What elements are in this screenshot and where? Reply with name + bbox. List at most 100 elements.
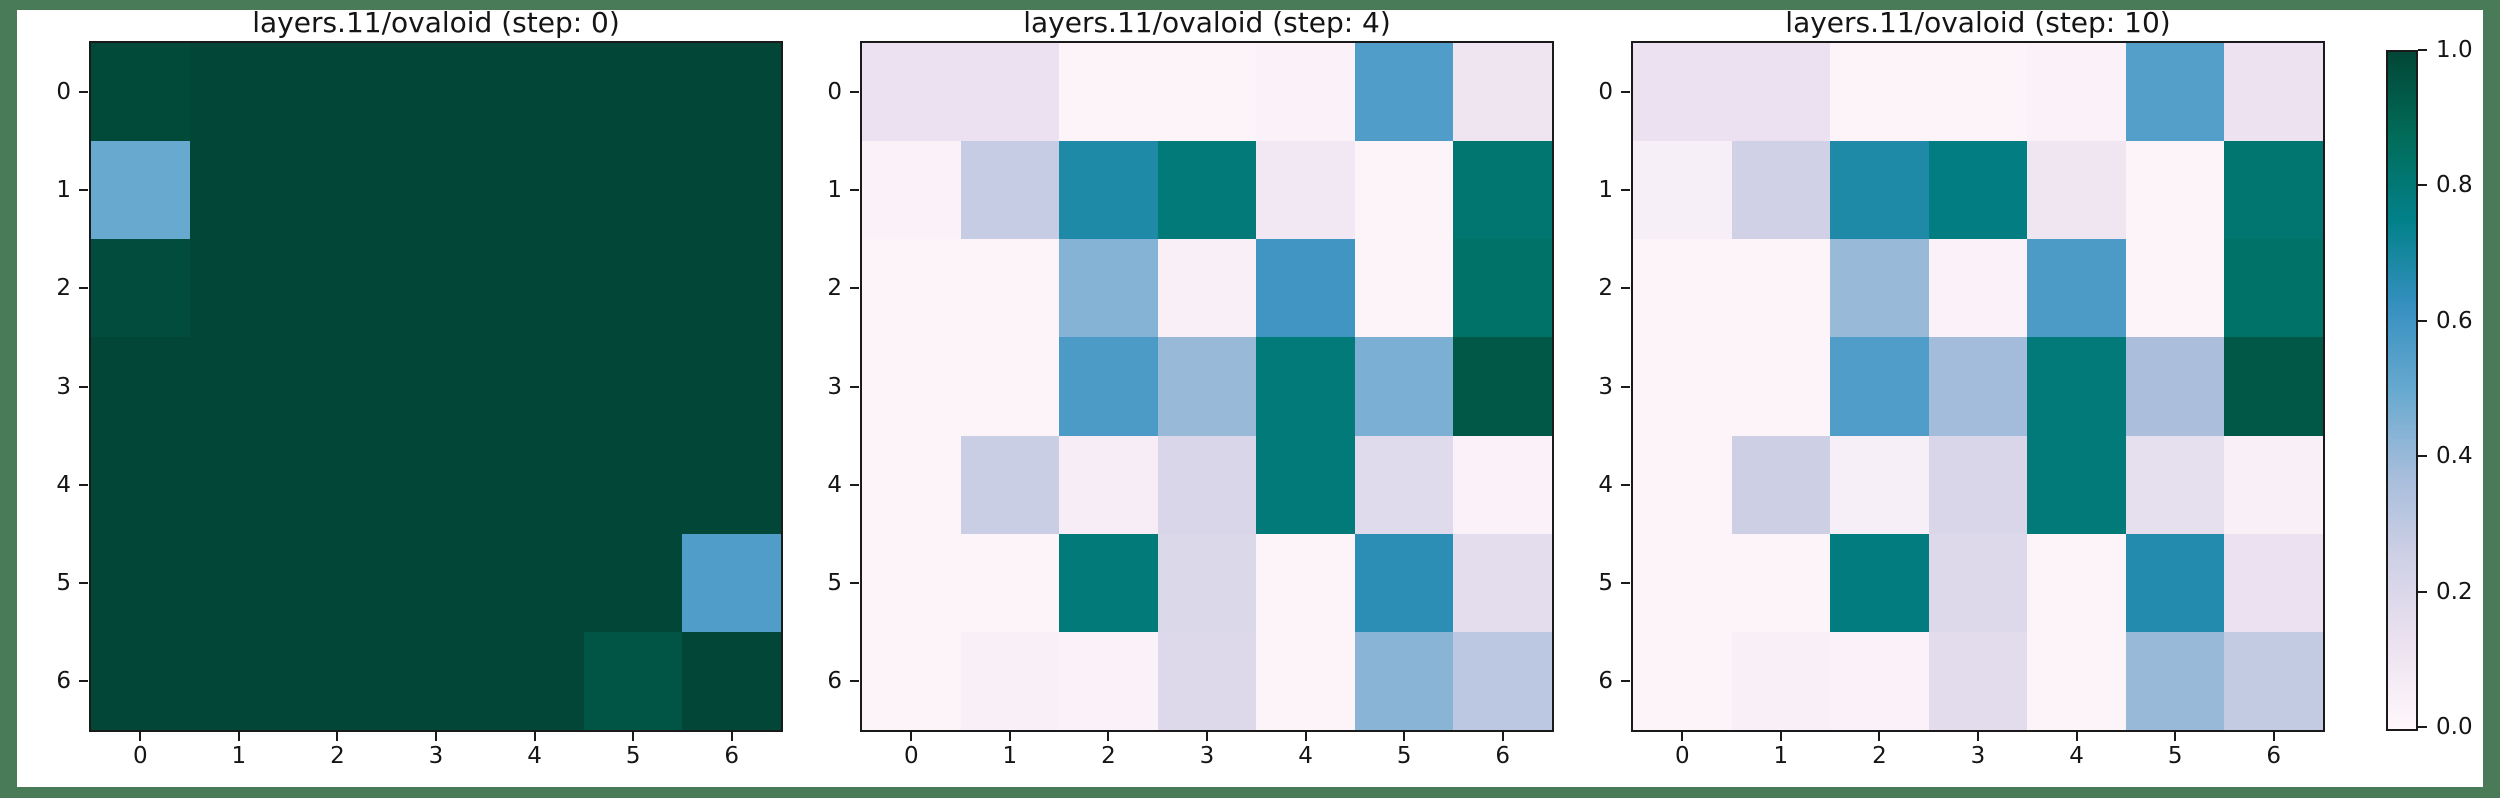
heatmap-cell bbox=[1633, 141, 1732, 240]
heatmap-cell bbox=[485, 239, 584, 338]
heatmap-cell bbox=[1059, 239, 1158, 338]
heatmap-cell bbox=[583, 337, 683, 436]
y-tick-mark bbox=[1621, 679, 1630, 682]
heatmap-cell bbox=[960, 435, 1060, 534]
heatmap-cell bbox=[1157, 631, 1257, 730]
heatmap-cell bbox=[682, 43, 781, 142]
heatmap-cell bbox=[862, 337, 961, 436]
heatmap-cell bbox=[1354, 533, 1454, 632]
heatmap-cell bbox=[91, 435, 190, 534]
heatmap-cell bbox=[91, 631, 190, 730]
y-tick-mark bbox=[1621, 385, 1630, 388]
x-tick-label: 0 bbox=[1674, 743, 1690, 769]
y-tick-label: 3 bbox=[1598, 373, 1613, 400]
heatmap-cell bbox=[1059, 435, 1158, 534]
y-tick-label: 5 bbox=[1598, 569, 1613, 596]
y-tick-label: 4 bbox=[827, 471, 842, 498]
heatmap-cell bbox=[583, 141, 683, 240]
heatmap-cell bbox=[189, 533, 289, 632]
x-tick-label: 4 bbox=[527, 743, 542, 769]
heatmap-cell bbox=[485, 631, 584, 730]
y-tick-mark bbox=[850, 581, 859, 584]
x-tick-label: 5 bbox=[1396, 743, 1412, 769]
heatmap-cell bbox=[1830, 43, 1929, 142]
y-tick-label: 3 bbox=[56, 373, 71, 400]
y-tick-mark bbox=[1621, 287, 1630, 290]
heatmap-cell bbox=[1731, 337, 1831, 436]
heatmap-cell bbox=[386, 239, 486, 338]
y-tick-mark bbox=[79, 287, 88, 290]
heatmap-cell bbox=[1731, 435, 1831, 534]
heatmap-cell bbox=[1256, 337, 1355, 436]
y-tick-label: 2 bbox=[1598, 275, 1613, 302]
x-tick-label: 3 bbox=[428, 743, 444, 769]
heatmap-cell bbox=[2125, 141, 2225, 240]
heatmap-cell bbox=[386, 141, 486, 240]
heatmap-cell bbox=[2125, 435, 2225, 534]
heatmap-cell bbox=[189, 337, 289, 436]
heatmap-cell bbox=[583, 533, 683, 632]
heatmap-cell bbox=[1731, 141, 1831, 240]
colorbar-tick-label: 0.8 bbox=[2436, 172, 2473, 199]
heatmap-cell bbox=[91, 337, 190, 436]
colorbar-tick-label: 0.4 bbox=[2436, 443, 2473, 470]
y-tick-label: 6 bbox=[1598, 667, 1613, 694]
heatmap-cell bbox=[1059, 337, 1158, 436]
heatmap-cell bbox=[960, 141, 1060, 240]
heatmap-cell bbox=[1830, 533, 1929, 632]
panel-title-step-10: layers.11/ovaloid (step: 10) bbox=[1785, 6, 2171, 39]
y-tick-label: 1 bbox=[56, 177, 71, 204]
heatmap-cell bbox=[1633, 239, 1732, 338]
heatmap-cell bbox=[1928, 631, 2028, 730]
heatmap-cell bbox=[1731, 631, 1831, 730]
heatmap-cell bbox=[189, 435, 289, 534]
heatmap-cell bbox=[288, 631, 387, 730]
heatmap-cell bbox=[960, 631, 1060, 730]
y-tick-label: 3 bbox=[827, 373, 842, 400]
x-tick-label: 3 bbox=[1199, 743, 1215, 769]
x-tick-label: 3 bbox=[1970, 743, 1986, 769]
heatmap-cell bbox=[2224, 631, 2323, 730]
heatmap-cell bbox=[91, 141, 190, 240]
x-tick-label: 6 bbox=[724, 743, 740, 769]
heatmap-cell bbox=[2224, 533, 2323, 632]
heatmap-cell bbox=[1354, 43, 1454, 142]
heatmap-step-0 bbox=[89, 41, 783, 732]
colorbar-tick-mark bbox=[2418, 726, 2427, 728]
heatmap-cell bbox=[1453, 43, 1552, 142]
heatmap-cell bbox=[2224, 435, 2323, 534]
heatmap-cell bbox=[1453, 141, 1552, 240]
heatmap-cell bbox=[1928, 239, 2028, 338]
heatmap-cell bbox=[1830, 435, 1929, 534]
heatmap-cell bbox=[2125, 239, 2225, 338]
heatmap-cell bbox=[1453, 239, 1552, 338]
heatmap-cell bbox=[583, 631, 683, 730]
heatmap-cell bbox=[1633, 337, 1732, 436]
heatmap-cell bbox=[2125, 533, 2225, 632]
x-tick-mark bbox=[1501, 732, 1504, 741]
heatmap-cell bbox=[682, 435, 781, 534]
x-tick-mark bbox=[2272, 732, 2275, 741]
x-tick-mark bbox=[336, 732, 339, 741]
heatmap-cell bbox=[1059, 631, 1158, 730]
y-tick-label: 2 bbox=[56, 275, 71, 302]
heatmap-cell bbox=[386, 435, 486, 534]
y-tick-mark bbox=[79, 189, 88, 192]
heatmap-cell bbox=[1059, 533, 1158, 632]
heatmap-cell bbox=[1928, 43, 2028, 142]
x-tick-label: 2 bbox=[1872, 743, 1887, 769]
heatmap-cell bbox=[960, 239, 1060, 338]
x-tick-mark bbox=[1403, 732, 1406, 741]
heatmap-cell bbox=[288, 239, 387, 338]
colorbar-gradient bbox=[2388, 52, 2416, 729]
heatmap-cell bbox=[682, 141, 781, 240]
heatmap-cell bbox=[1256, 43, 1355, 142]
heatmap-cell bbox=[1633, 435, 1732, 534]
x-tick-label: 0 bbox=[903, 743, 919, 769]
heatmap-cell bbox=[1928, 435, 2028, 534]
y-tick-label: 4 bbox=[56, 471, 71, 498]
x-tick-label: 5 bbox=[625, 743, 641, 769]
x-tick-label: 1 bbox=[1002, 743, 1018, 769]
y-tick-label: 4 bbox=[1598, 471, 1613, 498]
